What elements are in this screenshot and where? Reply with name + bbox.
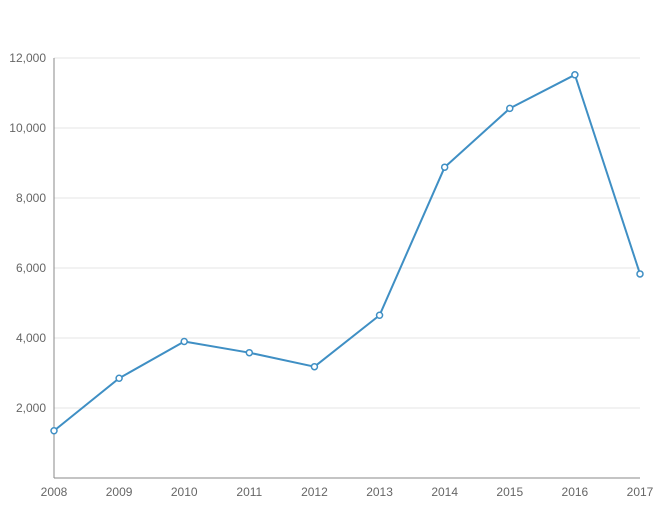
- y-tick-label: 6,000: [16, 261, 46, 275]
- data-point[interactable]: [181, 339, 187, 345]
- x-tick-label: 2015: [496, 485, 523, 499]
- x-tick-label: 2011: [236, 485, 262, 499]
- x-tick-label: 2012: [301, 485, 328, 499]
- y-tick-label: 4,000: [16, 331, 46, 345]
- data-point[interactable]: [377, 312, 383, 318]
- x-tick-label: 2017: [627, 485, 654, 499]
- data-point[interactable]: [442, 164, 448, 170]
- data-point[interactable]: [246, 350, 252, 356]
- data-point[interactable]: [311, 364, 317, 370]
- x-tick-label: 2016: [562, 485, 589, 499]
- y-tick-label: 8,000: [16, 191, 46, 205]
- data-point[interactable]: [116, 375, 122, 381]
- x-tick-label: 2014: [431, 485, 458, 499]
- x-tick-label: 2010: [171, 485, 198, 499]
- y-tick-label: 2,000: [16, 401, 46, 415]
- x-tick-label: 2009: [106, 485, 133, 499]
- y-tick-label: 12,000: [9, 51, 46, 65]
- y-tick-label: 10,000: [9, 121, 46, 135]
- data-point[interactable]: [507, 105, 513, 111]
- grid: [54, 58, 640, 408]
- chart-container: 裁判年份 2,0004,0006,0008,00010,00012,000200…: [0, 0, 662, 514]
- data-point[interactable]: [637, 271, 643, 277]
- x-axis: 2008 2009 2010 2011 2012 2013 2014 2015 2016 2017: [41, 485, 654, 499]
- x-tick-label: 2013: [366, 485, 393, 499]
- line-chart: 2,000 4,000 6,000 8,000 10,000 12,000 2008 2009…: [0, 0, 662, 514]
- y-axis: 2,000 4,000 6,000 8,000 10,000 12,000: [9, 51, 46, 415]
- data-point[interactable]: [572, 72, 578, 78]
- data-point[interactable]: [51, 428, 57, 434]
- x-tick-label: 2008: [41, 485, 68, 499]
